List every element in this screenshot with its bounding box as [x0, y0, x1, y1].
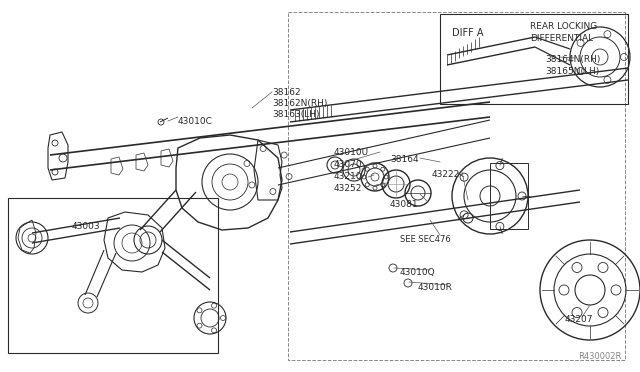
Text: 43010U: 43010U	[334, 148, 369, 157]
Text: 43252: 43252	[334, 184, 362, 193]
Text: 38164: 38164	[390, 155, 419, 164]
Text: 38162N(RH): 38162N(RH)	[272, 99, 328, 108]
Text: 38165N(LH): 38165N(LH)	[545, 67, 599, 76]
Text: 43207: 43207	[565, 315, 593, 324]
Text: DIFF A: DIFF A	[452, 28, 483, 38]
Text: 43070: 43070	[334, 160, 363, 169]
Text: 38162: 38162	[272, 88, 301, 97]
Text: 43222: 43222	[432, 170, 460, 179]
Bar	[440, 14, 628, 104]
Text: 43210: 43210	[334, 172, 362, 181]
Text: 43010Q: 43010Q	[400, 268, 436, 277]
Bar	[288, 12, 625, 360]
Bar	[490, 163, 528, 229]
Bar	[8, 198, 218, 353]
Text: DIFFERENTIAL: DIFFERENTIAL	[530, 34, 593, 43]
Text: 38163(LH): 38163(LH)	[272, 110, 319, 119]
Text: R430002R: R430002R	[578, 352, 621, 361]
Text: SEE SEC476: SEE SEC476	[400, 235, 451, 244]
Text: 38164N(RH): 38164N(RH)	[545, 55, 600, 64]
Text: 43003: 43003	[72, 222, 100, 231]
Text: REAR LOCKING: REAR LOCKING	[530, 22, 597, 31]
Text: 43081: 43081	[390, 200, 419, 209]
Text: 43010C: 43010C	[178, 117, 213, 126]
Text: 43010R: 43010R	[418, 283, 453, 292]
